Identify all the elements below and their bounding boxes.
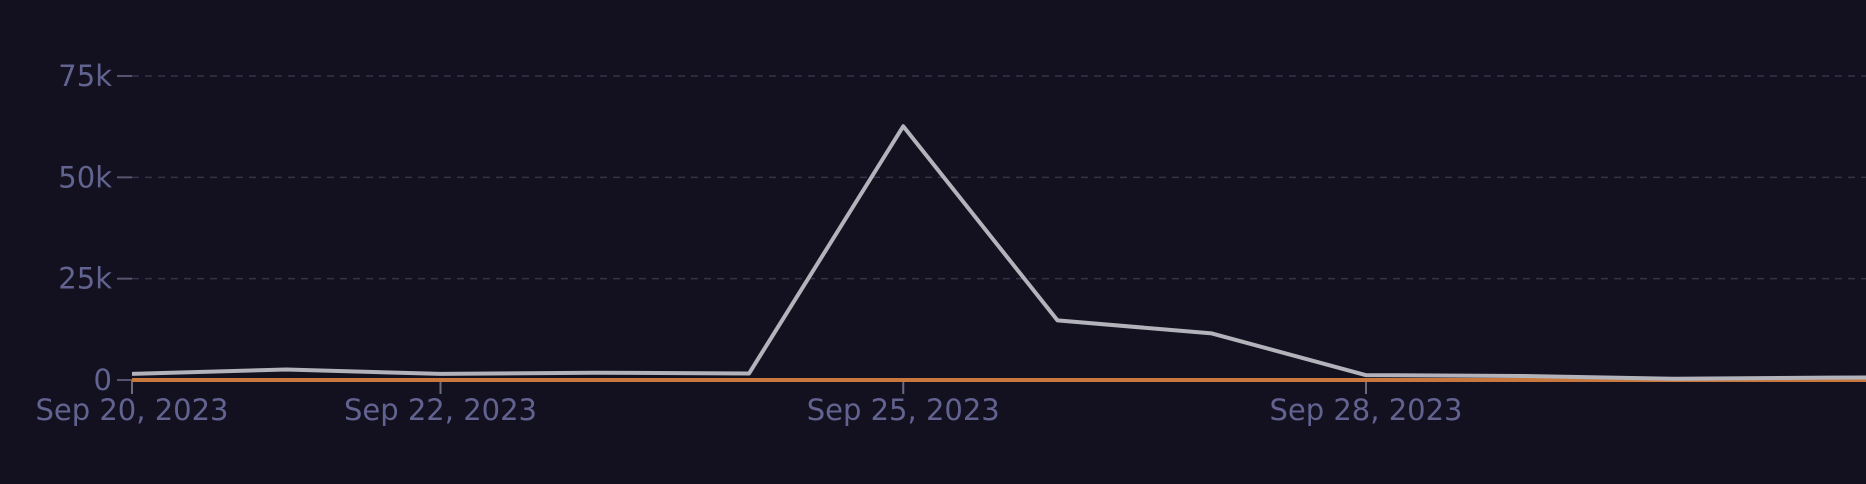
y-tick-label: 0 bbox=[94, 363, 112, 397]
x-tick-label: Sep 20, 2023 bbox=[35, 393, 228, 427]
y-tick-label: 25k bbox=[58, 262, 112, 296]
x-tick-label: Sep 25, 2023 bbox=[807, 393, 1000, 427]
y-tick-label: 75k bbox=[58, 59, 112, 93]
x-tick-label: Sep 22, 2023 bbox=[344, 393, 537, 427]
x-tick-label: Sep 28, 2023 bbox=[1269, 393, 1462, 427]
plot-area bbox=[131, 124, 1866, 382]
data-line bbox=[131, 124, 1866, 381]
y-tick-label: 50k bbox=[58, 160, 112, 194]
